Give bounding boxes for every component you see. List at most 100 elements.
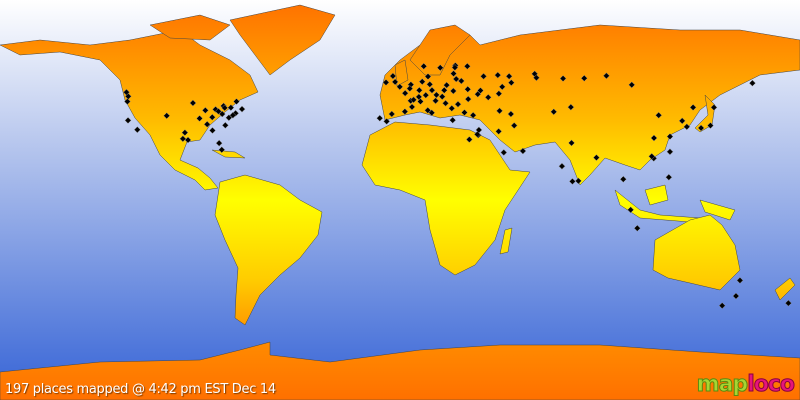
place-marker-diamond-icon[interactable] bbox=[567, 103, 575, 111]
place-marker-diamond-icon[interactable] bbox=[229, 111, 237, 119]
place-marker-diamond-icon[interactable] bbox=[181, 129, 189, 136]
place-marker-diamond-icon[interactable] bbox=[457, 77, 465, 85]
place-marker-diamond-icon[interactable] bbox=[163, 112, 171, 120]
place-marker-diamond-icon[interactable] bbox=[689, 104, 697, 111]
place-marker-diamond-icon[interactable] bbox=[749, 79, 756, 87]
maploco-logo[interactable]: maploco bbox=[696, 372, 795, 398]
place-marker-diamond-icon[interactable] bbox=[593, 154, 600, 161]
place-marker-diamond-icon[interactable] bbox=[440, 86, 448, 94]
place-marker-diamond-icon[interactable] bbox=[209, 127, 216, 134]
place-marker-diamond-icon[interactable] bbox=[533, 74, 540, 82]
place-marker-diamond-icon[interactable] bbox=[424, 106, 432, 114]
place-marker-diamond-icon[interactable] bbox=[218, 110, 226, 118]
place-marker-diamond-icon[interactable] bbox=[484, 94, 492, 101]
place-marker-diamond-icon[interactable] bbox=[406, 85, 414, 92]
place-marker-diamond-icon[interactable] bbox=[396, 83, 404, 91]
place-marker-diamond-icon[interactable] bbox=[410, 96, 417, 104]
place-marker-diamond-icon[interactable] bbox=[382, 79, 390, 86]
place-marker-diamond-icon[interactable] bbox=[718, 302, 726, 309]
place-marker-diamond-icon[interactable] bbox=[519, 147, 527, 155]
place-marker-diamond-icon[interactable] bbox=[736, 277, 744, 284]
place-marker-diamond-icon[interactable] bbox=[401, 108, 409, 115]
place-marker-diamond-icon[interactable] bbox=[707, 122, 714, 129]
place-marker-diamond-icon[interactable] bbox=[500, 149, 508, 156]
place-marker-diamond-icon[interactable] bbox=[495, 90, 503, 98]
place-marker-diamond-icon[interactable] bbox=[666, 148, 674, 156]
place-marker-diamond-icon[interactable] bbox=[785, 299, 792, 307]
place-marker-diamond-icon[interactable] bbox=[732, 292, 740, 300]
place-marker-diamond-icon[interactable] bbox=[452, 75, 460, 83]
place-marker-diamond-icon[interactable] bbox=[494, 71, 502, 79]
place-marker-diamond-icon[interactable] bbox=[619, 175, 627, 183]
place-marker-diamond-icon[interactable] bbox=[201, 106, 209, 114]
place-marker-diamond-icon[interactable] bbox=[389, 72, 397, 80]
place-marker-diamond-icon[interactable] bbox=[495, 128, 503, 135]
place-marker-diamond-icon[interactable] bbox=[401, 89, 409, 97]
place-marker-diamond-icon[interactable] bbox=[648, 153, 656, 160]
place-marker-diamond-icon[interactable] bbox=[465, 136, 473, 143]
place-marker-diamond-icon[interactable] bbox=[568, 139, 575, 147]
place-marker-diamond-icon[interactable] bbox=[550, 108, 558, 116]
place-marker-diamond-icon[interactable] bbox=[498, 83, 506, 91]
place-marker-diamond-icon[interactable] bbox=[603, 72, 610, 80]
place-marker-diamond-icon[interactable] bbox=[450, 70, 457, 77]
place-marker-diamond-icon[interactable] bbox=[215, 139, 223, 147]
place-marker-diamond-icon[interactable] bbox=[569, 178, 576, 185]
place-marker-diamond-icon[interactable] bbox=[449, 116, 457, 124]
place-marker-diamond-icon[interactable] bbox=[464, 85, 472, 93]
place-marker-diamond-icon[interactable] bbox=[650, 134, 658, 142]
place-marker-diamond-icon[interactable] bbox=[221, 121, 229, 129]
place-marker-diamond-icon[interactable] bbox=[627, 206, 634, 214]
place-marker-diamond-icon[interactable] bbox=[428, 86, 436, 94]
place-marker-diamond-icon[interactable] bbox=[449, 87, 457, 95]
place-marker-diamond-icon[interactable] bbox=[442, 99, 449, 107]
place-marker-diamond-icon[interactable] bbox=[221, 104, 229, 112]
place-marker-diamond-icon[interactable] bbox=[448, 105, 456, 112]
place-marker-diamond-icon[interactable] bbox=[655, 111, 662, 119]
place-marker-diamond-icon[interactable] bbox=[418, 78, 426, 86]
place-marker-diamond-icon[interactable] bbox=[134, 126, 141, 134]
place-marker-diamond-icon[interactable] bbox=[464, 95, 472, 103]
place-marker-diamond-icon[interactable] bbox=[633, 224, 641, 232]
place-marker-diamond-icon[interactable] bbox=[628, 81, 636, 89]
place-marker-diamond-icon[interactable] bbox=[179, 135, 187, 143]
place-marker-diamond-icon[interactable] bbox=[443, 81, 451, 89]
place-marker-diamond-icon[interactable] bbox=[473, 131, 481, 138]
place-marker-diamond-icon[interactable] bbox=[559, 75, 567, 82]
place-marker-diamond-icon[interactable] bbox=[227, 104, 235, 112]
place-marker-diamond-icon[interactable] bbox=[189, 99, 197, 107]
place-marker-diamond-icon[interactable] bbox=[225, 114, 233, 122]
place-marker-diamond-icon[interactable] bbox=[474, 90, 482, 98]
place-marker-diamond-icon[interactable] bbox=[678, 117, 686, 125]
place-marker-diamond-icon[interactable] bbox=[124, 117, 132, 124]
place-marker-diamond-icon[interactable] bbox=[463, 62, 471, 70]
place-marker-diamond-icon[interactable] bbox=[383, 118, 391, 125]
place-marker-diamond-icon[interactable] bbox=[215, 107, 222, 115]
place-marker-diamond-icon[interactable] bbox=[424, 73, 432, 80]
place-marker-diamond-icon[interactable] bbox=[238, 105, 246, 113]
place-marker-diamond-icon[interactable] bbox=[454, 100, 462, 108]
place-marker-diamond-icon[interactable] bbox=[558, 162, 566, 170]
place-marker-diamond-icon[interactable] bbox=[124, 98, 131, 105]
place-marker-diamond-icon[interactable] bbox=[433, 91, 440, 99]
place-marker-diamond-icon[interactable] bbox=[665, 173, 673, 181]
place-marker-diamond-icon[interactable] bbox=[408, 103, 416, 111]
place-marker-diamond-icon[interactable] bbox=[426, 81, 434, 88]
place-marker-diamond-icon[interactable] bbox=[496, 107, 503, 115]
place-marker-diamond-icon[interactable] bbox=[428, 109, 436, 117]
place-marker-diamond-icon[interactable] bbox=[710, 104, 718, 111]
place-marker-diamond-icon[interactable] bbox=[510, 122, 518, 129]
place-marker-diamond-icon[interactable] bbox=[480, 72, 487, 80]
place-marker-diamond-icon[interactable] bbox=[436, 64, 444, 72]
place-marker-diamond-icon[interactable] bbox=[196, 115, 203, 122]
place-marker-diamond-icon[interactable] bbox=[475, 126, 483, 134]
place-marker-diamond-icon[interactable] bbox=[233, 98, 240, 105]
place-marker-diamond-icon[interactable] bbox=[438, 93, 446, 100]
place-marker-diamond-icon[interactable] bbox=[666, 133, 674, 140]
place-marker-diamond-icon[interactable] bbox=[208, 113, 216, 121]
place-marker-diamond-icon[interactable] bbox=[376, 114, 384, 122]
place-marker-diamond-icon[interactable] bbox=[575, 177, 582, 185]
place-marker-diamond-icon[interactable] bbox=[507, 79, 515, 87]
place-marker-diamond-icon[interactable] bbox=[391, 78, 399, 86]
